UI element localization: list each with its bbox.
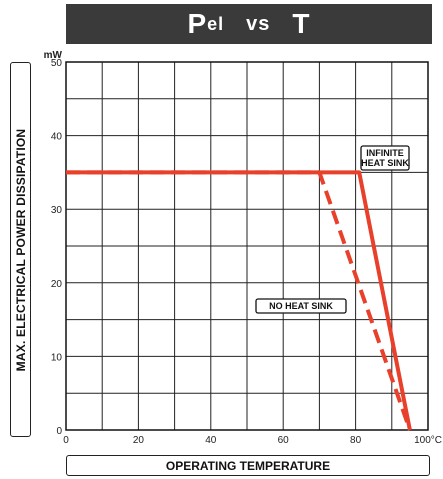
x-tick-label: 80 — [350, 435, 362, 446]
y-tick-label: 20 — [51, 279, 63, 290]
annotation-text: NO HEAT SINK — [269, 301, 333, 311]
annotation-text: HEAT SINK — [361, 158, 409, 168]
title-subscript: el — [207, 13, 225, 34]
series-no-heat-sink — [66, 170, 412, 431]
annotation-box — [255, 298, 347, 314]
annotation-text: INFINITE — [366, 148, 404, 158]
y-tick-label: 10 — [51, 352, 63, 363]
x-tick-label-unit: 100°C — [414, 435, 442, 446]
y-tick-label: 0 — [56, 426, 62, 437]
series-lines — [66, 170, 412, 431]
plot-border — [65, 61, 429, 431]
annotation-no-heat-sink: NO HEAT SINK — [255, 298, 347, 314]
x-tick-label: 60 — [278, 435, 290, 446]
title-p: P — [187, 8, 208, 39]
x-tick-label: 40 — [205, 435, 217, 446]
x-tick-label: 20 — [133, 435, 145, 446]
y-tick-label: 30 — [51, 205, 63, 216]
grid — [65, 61, 429, 431]
y-axis-unit: mW — [44, 50, 63, 61]
y-tick-label: 50 — [51, 58, 63, 69]
series-infinite-heat-sink — [66, 170, 412, 431]
title-t: T — [292, 8, 311, 39]
annotation-box — [360, 145, 410, 171]
x-tick-label: 0 — [63, 435, 69, 446]
x-axis-label-box: OPERATING TEMPERATURE — [66, 455, 430, 476]
y-axis-label-box: MAX. ELECTRICAL POWER DISSIPATION — [10, 62, 31, 437]
y-tick-label: 40 — [51, 132, 63, 143]
title-vs: vs — [246, 12, 271, 35]
x-axis-label: OPERATING TEMPERATURE — [165, 458, 331, 473]
